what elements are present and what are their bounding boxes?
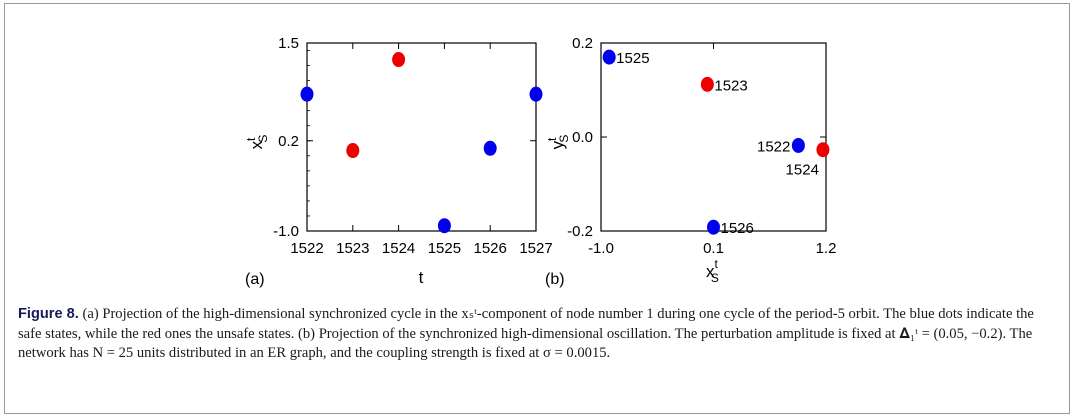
svg-text:xtS: xtS — [706, 257, 719, 285]
panel-b-point-label: 1523 — [714, 77, 747, 94]
panel-a-point — [300, 86, 314, 102]
panel-a-point — [437, 218, 451, 234]
panel-b-point — [602, 49, 616, 65]
panel-a-frame — [306, 42, 537, 232]
panel-a-ylabel-sub: S — [256, 135, 270, 143]
panel-a-xlabel: t — [419, 268, 424, 287]
panel-b-point — [707, 219, 720, 235]
panel-a-ylabel: xtS — [244, 135, 270, 150]
panel-a-ytick-label: 1.5 — [278, 35, 299, 52]
svg-text:ytS: ytS — [545, 135, 571, 150]
panel-a-xtick-label: 1527 — [519, 240, 552, 257]
figure-frame — [4, 3, 1070, 414]
figure-caption: Figure 8. (a) Projection of the high-dim… — [18, 305, 1058, 364]
panel-b-xtick-label: -1.0 — [588, 240, 614, 257]
panel-b-xtick-label: 1.2 — [816, 240, 837, 257]
panel-b-xlabel-sub: S — [711, 271, 719, 285]
panel-b-point-label: 1524 — [786, 162, 819, 179]
panel-a-point — [392, 52, 406, 68]
panel-b-ytick-label: 0.2 — [572, 35, 593, 52]
panel-a-point — [529, 86, 543, 102]
figure-plots: 1522 1523 1524 1525 1526 1527 1.50.2-1.0 t xt… — [244, 35, 836, 288]
panel-a-label: (a) — [245, 271, 265, 288]
panel-b-xlabel-sup: t — [715, 257, 719, 271]
panel-b-xlabel-main: x — [706, 262, 715, 281]
panel-b-ytick-label: 0.0 — [572, 129, 593, 146]
panel-b-xtick-label: 0.1 — [703, 240, 724, 257]
panel-b-point-label: 1522 — [757, 138, 790, 155]
panel-b-point — [816, 142, 830, 158]
panel-b-point-label: 1526 — [721, 220, 754, 237]
panel-a: 1522 1523 1524 1525 1526 1527 1.50.2-1.0 t xt… — [244, 35, 553, 288]
panel-a-xtick-label: 1525 — [428, 240, 461, 257]
panel-b-label: (b) — [545, 271, 565, 288]
caption-label: Figure 8. — [18, 306, 79, 322]
panel-b-ylabel: ytS — [545, 135, 571, 150]
panel-a-xtick-label: 1523 — [336, 240, 369, 257]
panel-b-ylabel-sup: t — [545, 137, 559, 141]
caption-text: (a) Projection of the high-dimensional s… — [18, 306, 1034, 361]
panel-a-ylabel-main: x — [247, 140, 266, 149]
panel-a-xtick-label: 1526 — [474, 240, 507, 257]
panel-b-ytick-label: -0.2 — [567, 223, 593, 240]
panel-b-xlabel: xt S — [706, 257, 719, 285]
panel-b-ylabel-main: y — [548, 140, 567, 149]
panel-b-point — [791, 137, 805, 153]
panel-a-xtick-label: 1524 — [382, 240, 415, 257]
panel-b-point-label: 1525 — [616, 50, 649, 67]
panel-a-xtick-label: 1522 — [290, 240, 323, 257]
panel-b-frame — [600, 42, 827, 232]
panel-b-point — [700, 76, 714, 92]
panel-a-ytick-label: -1.0 — [273, 223, 299, 240]
panel-b: -1.0 0.1 1.2 0.2 0.0 -0.2 1525 1523 1522 1524 15… — [545, 35, 836, 288]
panel-b-ylabel-sub: S — [557, 135, 571, 143]
panel-a-point — [483, 140, 497, 156]
panel-a-point — [346, 143, 360, 159]
panel-a-ylabel-sup: t — [244, 137, 258, 141]
svg-text:xtS: xtS — [244, 135, 270, 150]
panel-a-ytick-label: 0.2 — [278, 133, 299, 150]
